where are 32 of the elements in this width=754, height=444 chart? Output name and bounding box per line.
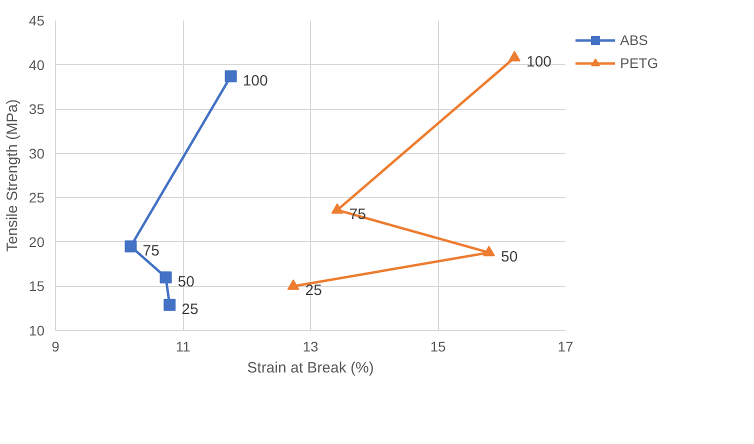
y-tick-label: 40 <box>28 56 45 73</box>
point <box>224 70 237 82</box>
y-tick-label: 10 <box>28 322 45 338</box>
annotation: 50 <box>178 273 194 290</box>
annotation: 50 <box>501 248 518 266</box>
x-tick-label: 11 <box>176 338 190 354</box>
y-tick-label: 15 <box>28 278 45 294</box>
point <box>160 271 172 284</box>
annotation: 25 <box>305 282 322 300</box>
x-tick-label: 9 <box>52 338 60 354</box>
x-tick-label: 15 <box>430 338 446 354</box>
y-axis-title: Tensile Strength (MPa) <box>4 99 21 252</box>
y-tick-label: 25 <box>28 190 45 206</box>
y-tick-label: 35 <box>28 101 45 118</box>
annotation: 100 <box>526 54 552 71</box>
point <box>287 279 300 290</box>
y-tick-label: 20 <box>28 234 45 250</box>
annotation: 25 <box>182 300 198 318</box>
legend-label: PETG <box>620 55 658 71</box>
y-tick-label: 45 <box>28 12 45 28</box>
annotation: 75 <box>142 242 160 260</box>
x-tick-label: 13 <box>302 338 318 354</box>
legend-label: ABS <box>620 32 648 48</box>
point <box>483 246 495 256</box>
point <box>508 50 520 62</box>
x-axis-title: Strain at Break (%) <box>247 360 374 376</box>
point <box>124 240 137 252</box>
point <box>164 298 176 311</box>
annotation: 100 <box>242 72 268 90</box>
y-tick-label: 30 <box>28 145 45 162</box>
x-tick-label: 17 <box>558 338 574 354</box>
point <box>331 203 344 214</box>
